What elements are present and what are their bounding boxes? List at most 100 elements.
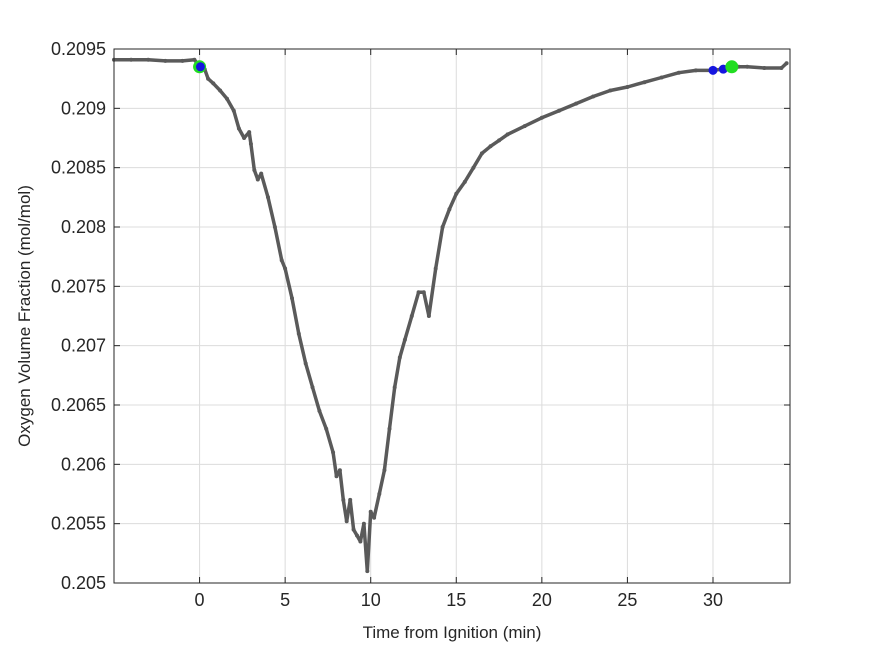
data-point (334, 474, 339, 479)
data-point (192, 57, 197, 62)
x-tick-label: 25 (617, 590, 637, 610)
x-tick-label: 5 (280, 590, 290, 610)
x-tick-label: 30 (703, 590, 723, 610)
data-point (762, 66, 767, 70)
data-point (180, 58, 185, 63)
x-tick-label: 15 (446, 590, 466, 610)
data-point (745, 64, 750, 69)
data-point (479, 151, 484, 156)
data-point (218, 88, 223, 93)
y-tick-label: 0.207 (61, 336, 106, 356)
data-point (296, 331, 301, 336)
data-point (283, 266, 288, 271)
data-point (279, 258, 284, 263)
data-point (351, 527, 356, 532)
x-tick-label: 0 (195, 590, 205, 610)
data-point (659, 75, 664, 80)
data-point (146, 57, 151, 62)
marker-layer (193, 60, 739, 75)
data-point (231, 108, 236, 113)
data-point (574, 101, 579, 106)
data-point (693, 68, 698, 73)
data-point (163, 58, 168, 63)
data-point (505, 132, 510, 137)
data-point (462, 179, 467, 184)
data-point (440, 225, 445, 229)
data-point (303, 361, 308, 366)
data-point (676, 70, 681, 75)
data-point (625, 85, 630, 89)
y-tick-label: 0.208 (61, 217, 106, 237)
data-point (337, 468, 342, 473)
data-point (397, 355, 402, 360)
data-point (266, 195, 270, 200)
event-marker (195, 62, 205, 72)
data-point (426, 314, 431, 318)
data-point (206, 76, 211, 81)
data-point (608, 88, 613, 93)
y-tick-label: 0.205 (61, 573, 106, 593)
plot-background (114, 49, 790, 583)
data-point (539, 115, 544, 120)
data-point (211, 81, 216, 86)
data-point (368, 509, 373, 514)
y-tick-label: 0.206 (61, 454, 106, 474)
data-point (272, 225, 277, 229)
data-point (471, 165, 476, 170)
y-tick-label: 0.2065 (51, 395, 106, 415)
data-point (259, 171, 264, 176)
data-point (784, 61, 789, 66)
data-point (358, 539, 363, 544)
data-point (324, 426, 329, 431)
data-point (421, 290, 426, 295)
data-point (236, 126, 241, 131)
data-point (387, 426, 392, 431)
data-point (488, 144, 493, 149)
data-point (416, 290, 421, 295)
data-point (248, 141, 253, 146)
data-point (557, 108, 561, 113)
data-point (642, 80, 647, 85)
x-tick-labels: 0 5 10 15 20 25 30 (195, 590, 723, 610)
data-point (317, 408, 322, 413)
data-point (310, 385, 315, 390)
data-point (252, 168, 257, 172)
data-point (433, 266, 438, 271)
data-point (341, 497, 346, 502)
data-point (409, 314, 414, 318)
data-point (247, 130, 252, 135)
series-layer (112, 57, 789, 574)
y-tick-label: 0.209 (61, 98, 106, 118)
data-point (522, 124, 527, 129)
data-point (255, 177, 260, 182)
data-point (290, 296, 294, 301)
data-point (361, 521, 366, 526)
series-line (112, 57, 789, 573)
y-tick-label: 0.2075 (51, 276, 106, 296)
data-point (372, 515, 377, 520)
x-tick-label: 20 (532, 590, 552, 610)
event-marker (725, 60, 739, 74)
tick-marks (114, 48, 790, 584)
data-point (454, 191, 459, 196)
data-point (242, 136, 247, 140)
event-marker (708, 65, 718, 75)
data-point (779, 66, 784, 70)
y-tick-label: 0.2095 (51, 39, 106, 59)
data-point (355, 533, 359, 538)
plot-frame (113, 48, 791, 584)
x-tick-label: 10 (361, 590, 381, 610)
data-point (129, 57, 134, 62)
data-point (344, 519, 349, 524)
y-tick-label: 0.2055 (51, 514, 106, 534)
data-point (331, 450, 336, 455)
y-axis-label: Oxygen Volume Fraction (mol/mol) (15, 185, 34, 447)
data-point (377, 492, 382, 496)
data-point (365, 569, 370, 574)
y-tick-label: 0.2085 (51, 158, 106, 178)
data-point (591, 94, 596, 99)
data-point (447, 207, 452, 212)
x-axis-label: Time from Ignition (min) (363, 623, 542, 642)
data-point (348, 497, 353, 502)
